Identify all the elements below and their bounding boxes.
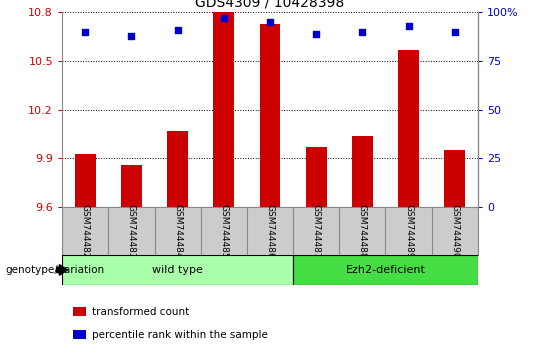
Text: GSM744488: GSM744488: [358, 204, 367, 258]
Point: [312, 31, 321, 37]
Text: GSM744489: GSM744489: [404, 204, 413, 258]
Text: GSM744484: GSM744484: [173, 204, 182, 258]
Text: GSM744490: GSM744490: [450, 204, 460, 258]
Text: wild type: wild type: [152, 265, 203, 275]
Text: GSM744487: GSM744487: [312, 204, 321, 258]
Bar: [293, 255, 478, 285]
Text: genotype/variation: genotype/variation: [5, 265, 105, 275]
Bar: [121, 165, 142, 207]
Point: [450, 29, 459, 35]
Point: [358, 29, 367, 35]
Bar: [444, 150, 465, 207]
Point: [404, 23, 413, 29]
Bar: [260, 24, 280, 207]
Bar: [75, 154, 96, 207]
Bar: [213, 12, 234, 207]
Text: percentile rank within the sample: percentile rank within the sample: [92, 330, 268, 339]
Text: Ezh2-deficient: Ezh2-deficient: [346, 265, 426, 275]
Point: [173, 27, 182, 33]
Text: GSM744482: GSM744482: [80, 204, 90, 258]
Point: [219, 15, 228, 21]
Point: [127, 33, 136, 39]
Text: GSM744486: GSM744486: [266, 204, 274, 258]
Bar: [306, 147, 327, 207]
Bar: [167, 131, 188, 207]
Text: transformed count: transformed count: [92, 307, 189, 316]
Title: GDS4309 / 10428398: GDS4309 / 10428398: [195, 0, 345, 10]
Bar: [352, 136, 373, 207]
Bar: [62, 255, 293, 285]
Text: GSM744483: GSM744483: [127, 204, 136, 258]
Bar: [398, 50, 419, 207]
Point: [81, 29, 90, 35]
Point: [266, 19, 274, 25]
Text: GSM744485: GSM744485: [219, 204, 228, 258]
